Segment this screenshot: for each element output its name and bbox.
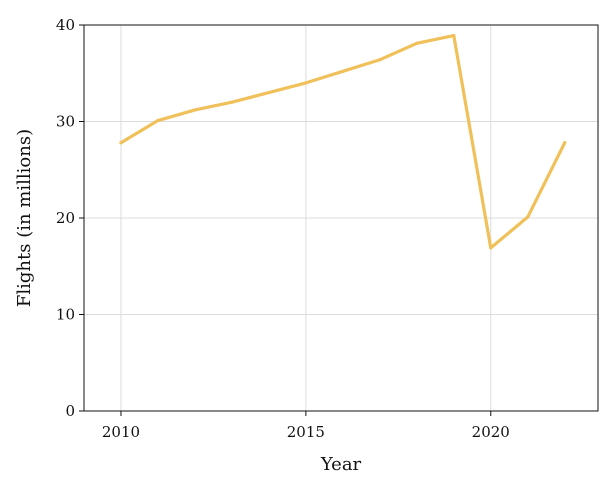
data-point-0-4 — [267, 90, 271, 95]
data-point-0-6 — [341, 69, 345, 73]
x-tick-label-2: 2020 — [472, 423, 510, 441]
data-point-0-0 — [119, 141, 123, 145]
y-axis-ticks: 0 10 20 30 40 — [56, 16, 84, 420]
y-tick-label-3: 30 — [56, 113, 75, 131]
data-point-0-2 — [193, 108, 197, 112]
series-line-0 — [119, 34, 567, 250]
x-tick-label-1: 2015 — [287, 423, 325, 441]
data-point-0-11 — [526, 215, 530, 219]
x-axis-ticks: 2010 2015 2020 — [102, 411, 510, 441]
y-tick-label-0: 0 — [65, 402, 75, 420]
x-axis-title: Year — [320, 454, 362, 475]
y-tick-label-1: 10 — [56, 306, 75, 324]
y-tick-label-2: 20 — [56, 209, 75, 227]
data-point-0-10 — [489, 246, 493, 250]
data-point-0-9 — [452, 34, 456, 38]
series — [119, 34, 567, 250]
data-point-0-12 — [563, 141, 567, 145]
y-tick-label-4: 40 — [56, 16, 75, 34]
data-point-0-1 — [156, 118, 160, 123]
grid — [84, 24, 598, 412]
data-point-0-7 — [378, 58, 382, 62]
y-axis-title: Flights (in millions) — [14, 129, 35, 307]
data-point-0-5 — [304, 81, 308, 85]
data-point-0-8 — [415, 41, 419, 45]
x-tick-label-0: 2010 — [102, 423, 140, 441]
data-point-0-3 — [230, 100, 234, 104]
